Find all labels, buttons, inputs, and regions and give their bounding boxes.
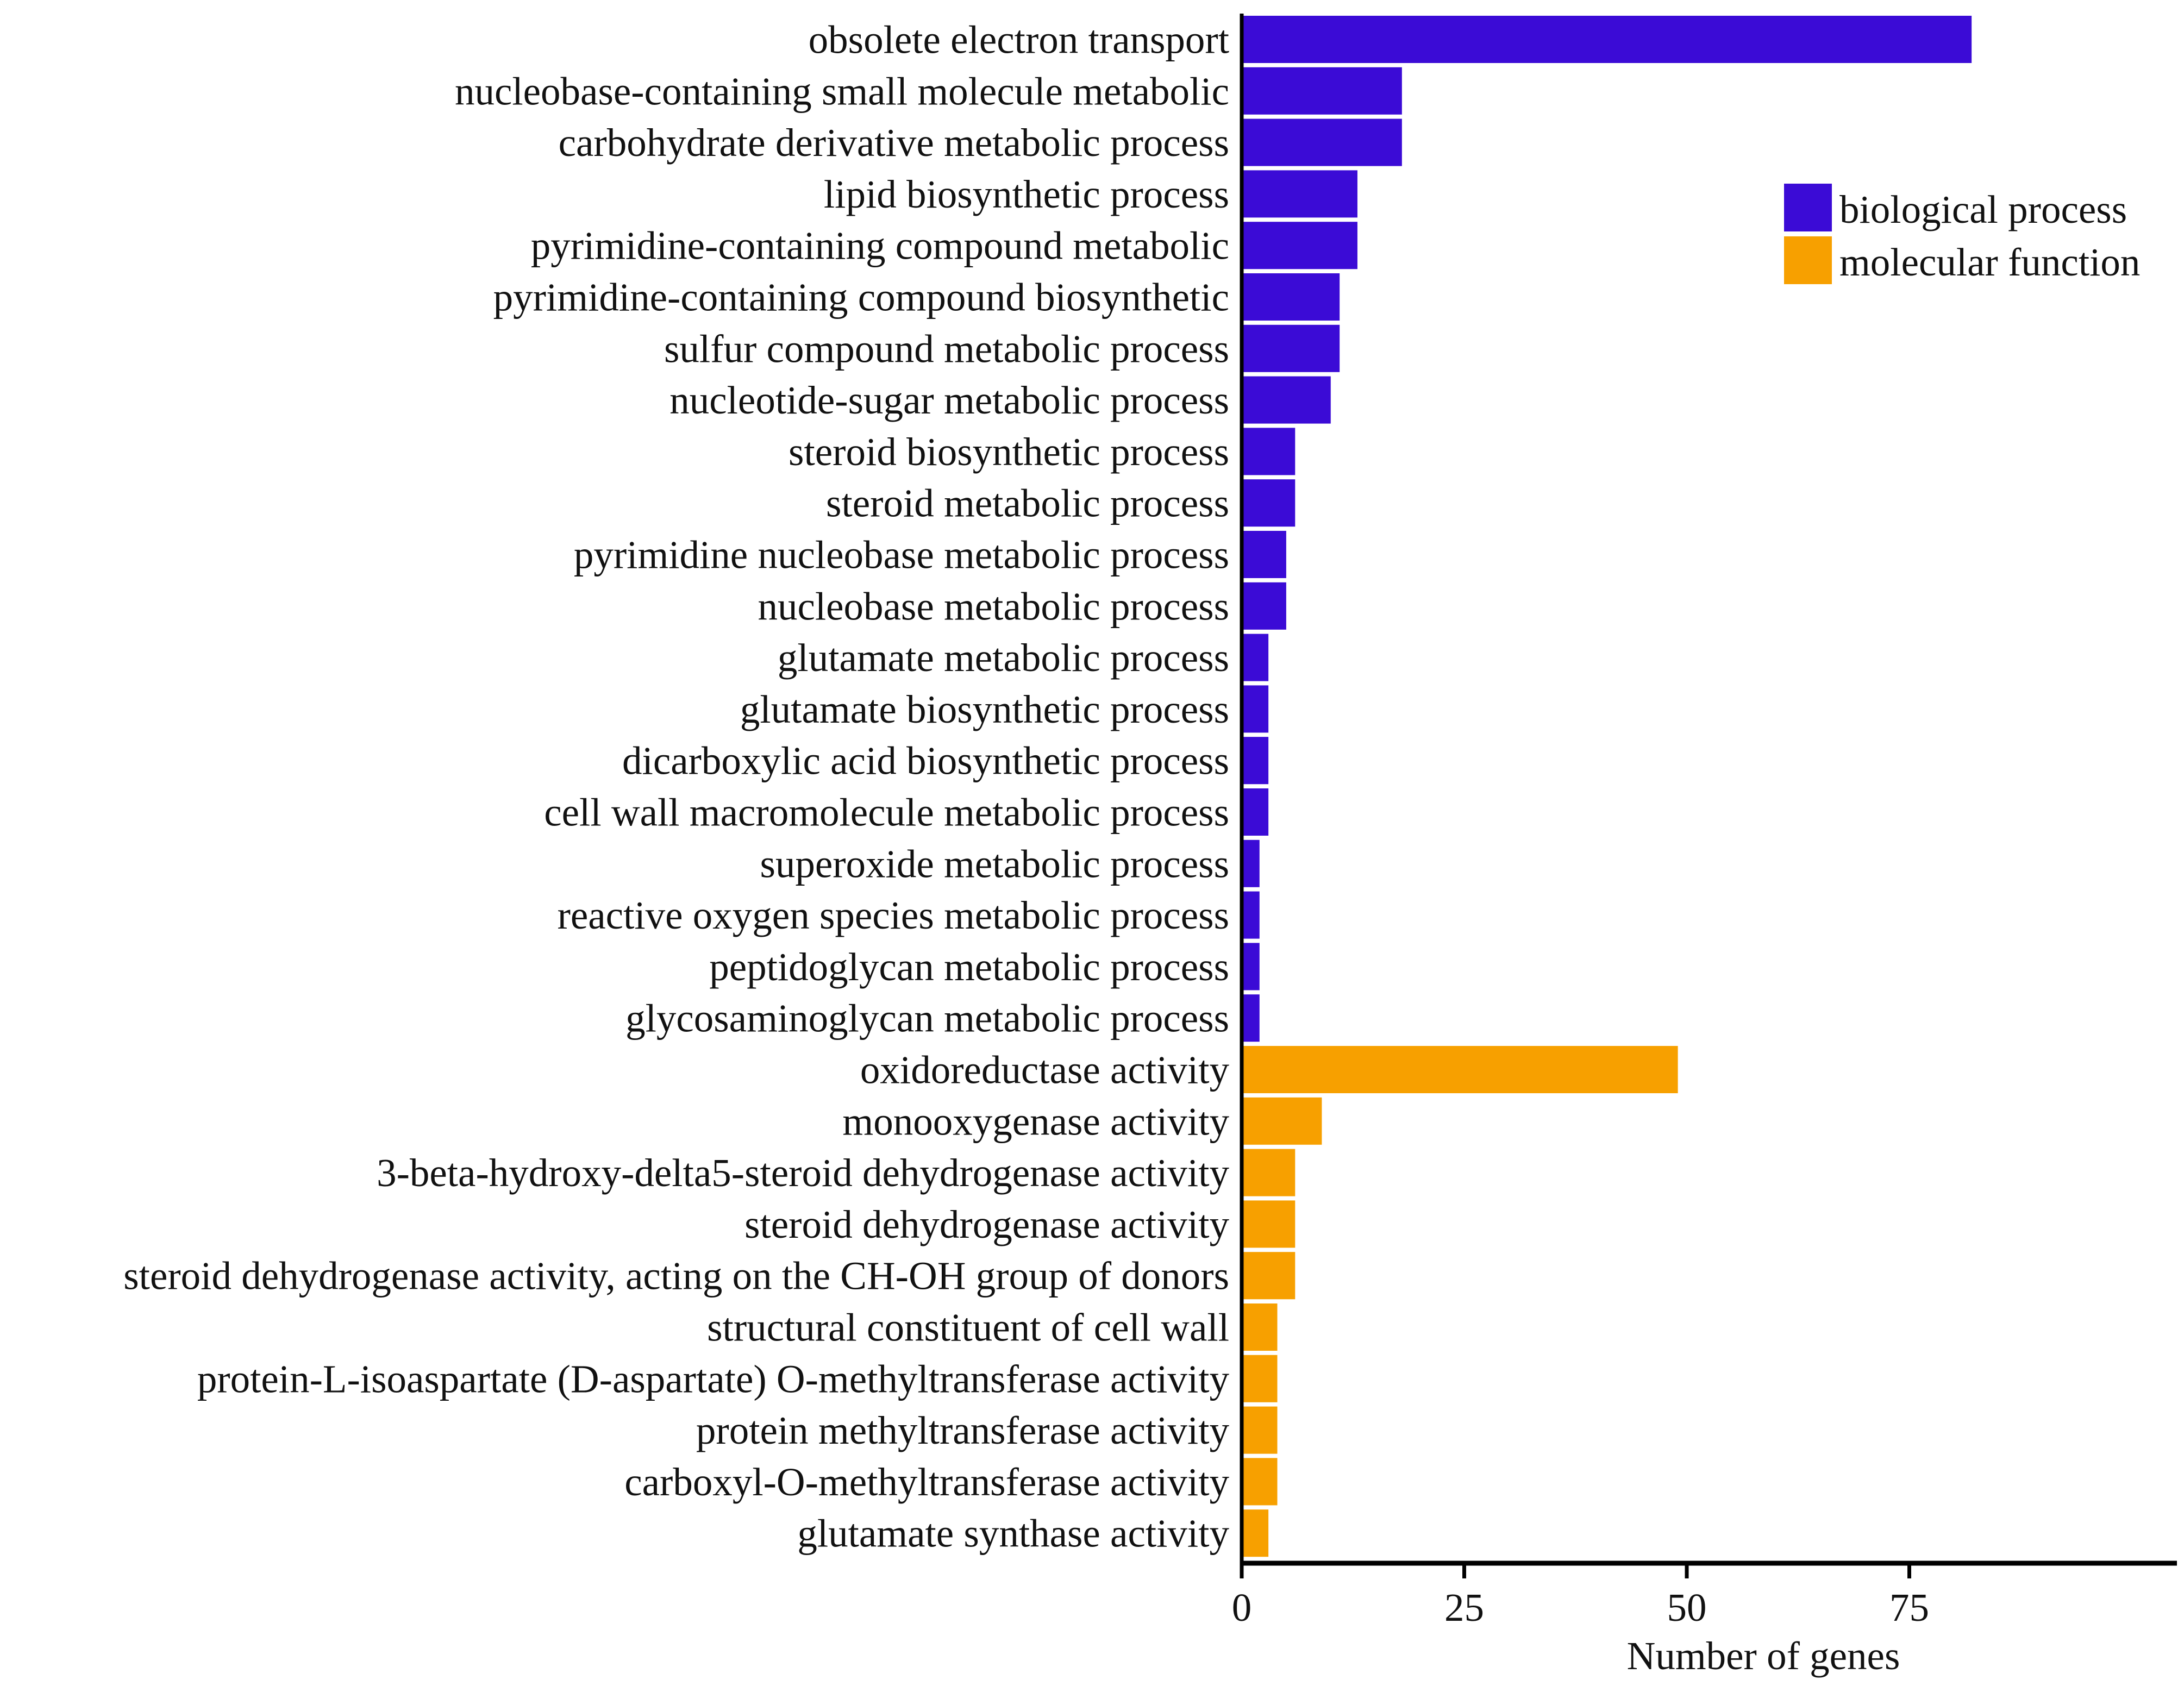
- bars-layer: [1242, 16, 1972, 1557]
- legend-swatch-biological-process: [1784, 184, 1832, 231]
- category-label: lipid biosynthetic process: [824, 172, 1229, 216]
- category-label: steroid metabolic process: [826, 481, 1229, 525]
- bar-cell-wall-macromolecule-metabolic-process: [1242, 788, 1269, 836]
- bar-monooxygenase-activity: [1242, 1097, 1322, 1145]
- category-label: pyrimidine-containing compound biosynthe…: [493, 275, 1229, 319]
- bar-oxidoreductase-activity: [1242, 1046, 1678, 1093]
- bar-steroid-dehydrogenase-activity-acting-on-the-ch-oh: [1242, 1252, 1296, 1300]
- category-label: glutamate synthase activity: [797, 1512, 1229, 1556]
- x-axis-ticks: 0 25 50 75: [1232, 1563, 1929, 1629]
- category-label: protein methyltransferase activity: [696, 1408, 1230, 1452]
- category-label: sulfur compound metabolic process: [664, 327, 1229, 371]
- category-label: obsolete electron transport: [809, 18, 1229, 62]
- category-label: steroid biosynthetic process: [789, 430, 1229, 474]
- legend-label-biological-process: biological process: [1839, 187, 2127, 231]
- bar-glutamate-biosynthetic-process: [1242, 685, 1269, 733]
- bar-lipid-biosynthetic-process: [1242, 170, 1357, 218]
- category-label: reactive oxygen species metabolic proces…: [558, 893, 1229, 937]
- category-label: glutamate metabolic process: [778, 636, 1229, 680]
- bar-nucleobase-containing-small-molecule-metabolic: [1242, 67, 1402, 115]
- category-label: carbohydrate derivative metabolic proces…: [559, 121, 1229, 165]
- category-label: cell wall macromolecule metabolic proces…: [544, 791, 1229, 835]
- bar-protein-l-isoaspartate-d-aspartate-o-methyltransfe: [1242, 1355, 1278, 1402]
- x-tick-label: 0: [1232, 1585, 1252, 1629]
- bar-pyrimidine-containing-compound-metabolic: [1242, 222, 1357, 269]
- bar-protein-methyltransferase-activity: [1242, 1406, 1278, 1454]
- category-label: steroid dehydrogenase activity, acting o…: [123, 1254, 1229, 1298]
- bar-nucleobase-metabolic-process: [1242, 582, 1286, 630]
- x-axis-title: Number of genes: [1627, 1634, 1900, 1678]
- category-label: glutamate biosynthetic process: [740, 687, 1229, 731]
- bar-dicarboxylic-acid-biosynthetic-process: [1242, 737, 1269, 785]
- category-label: nucleobase metabolic process: [758, 584, 1229, 628]
- legend: biological process molecular function: [1784, 184, 2140, 284]
- x-tick-label: 75: [1889, 1585, 1929, 1629]
- bar-3-beta-hydroxy-delta5-steroid-dehydrogenase-activi: [1242, 1149, 1296, 1196]
- bar-pyrimidine-containing-compound-biosynthetic: [1242, 273, 1340, 321]
- category-label: glycosaminoglycan metabolic process: [625, 996, 1229, 1041]
- bar-nucleotide-sugar-metabolic-process: [1242, 376, 1331, 424]
- bar-reactive-oxygen-species-metabolic-process: [1242, 891, 1260, 939]
- category-label: structural constituent of cell wall: [707, 1306, 1229, 1350]
- bar-glutamate-metabolic-process: [1242, 634, 1269, 681]
- category-label: dicarboxylic acid biosynthetic process: [622, 739, 1229, 783]
- bar-steroid-dehydrogenase-activity: [1242, 1200, 1296, 1248]
- bar-superoxide-metabolic-process: [1242, 839, 1260, 887]
- axes-layer: 0 25 50 75 Number of genes: [1232, 14, 2177, 1678]
- category-label: protein-L-isoaspartate (D-aspartate) O-m…: [197, 1357, 1230, 1401]
- bar-glycosaminoglycan-metabolic-process: [1242, 994, 1260, 1042]
- category-label: peptidoglycan metabolic process: [709, 945, 1229, 989]
- bar-pyrimidine-nucleobase-metabolic-process: [1242, 531, 1286, 578]
- category-label: monooxygenase activity: [842, 1099, 1229, 1143]
- bar-steroid-biosynthetic-process: [1242, 428, 1296, 475]
- category-label: 3-beta-hydroxy-delta5-steroid dehydrogen…: [377, 1151, 1229, 1195]
- category-labels: obsolete electron transport nucleobase-co…: [123, 18, 1229, 1556]
- bar-obsolete-electron-transport: [1242, 16, 1972, 63]
- x-tick-label: 50: [1667, 1585, 1707, 1629]
- bar-peptidoglycan-metabolic-process: [1242, 943, 1260, 991]
- category-label: pyrimidine-containing compound metabolic: [531, 224, 1229, 268]
- bar-carbohydrate-derivative-metabolic-process: [1242, 118, 1402, 166]
- x-tick-label: 25: [1444, 1585, 1484, 1629]
- category-label: steroid dehydrogenase activity: [744, 1202, 1229, 1246]
- bar-structural-constituent-of-cell-wall: [1242, 1303, 1278, 1351]
- legend-label-molecular-function: molecular function: [1839, 240, 2140, 284]
- category-label: oxidoreductase activity: [860, 1048, 1230, 1092]
- bar-carboxyl-o-methyltransferase-activity: [1242, 1458, 1278, 1506]
- bar-sulfur-compound-metabolic-process: [1242, 324, 1340, 372]
- category-label: nucleotide-sugar metabolic process: [669, 378, 1229, 422]
- category-label: nucleobase-containing small molecule met…: [455, 69, 1229, 113]
- category-label: superoxide metabolic process: [760, 842, 1229, 886]
- bar-steroid-metabolic-process: [1242, 479, 1296, 527]
- category-label: pyrimidine nucleobase metabolic process: [574, 533, 1229, 577]
- category-label: carboxyl-O-methyltransferase activity: [624, 1460, 1229, 1504]
- bar-glutamate-synthase-activity: [1242, 1509, 1269, 1557]
- legend-swatch-molecular-function: [1784, 236, 1832, 284]
